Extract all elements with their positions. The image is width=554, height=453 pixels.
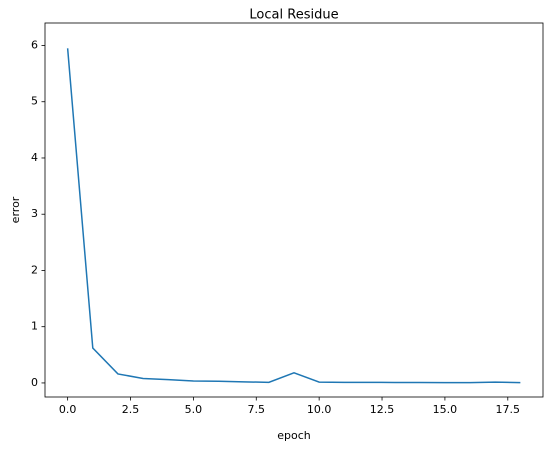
y-tick-label: 3: [31, 207, 38, 220]
x-tick-label: 7.5: [248, 403, 266, 416]
y-tick-label: 5: [31, 95, 38, 108]
x-tick-label: 2.5: [122, 403, 140, 416]
x-tick-label: 12.5: [370, 403, 395, 416]
x-tick-label: 15.0: [433, 403, 458, 416]
line-series: [66, 48, 521, 384]
x-tick-label: 5.0: [185, 403, 203, 416]
y-tick-label: 0: [31, 376, 38, 389]
plot-frame: [44, 22, 544, 398]
x-axis-label: epoch: [277, 429, 311, 442]
y-tick-label: 4: [31, 151, 38, 164]
x-tick-label: 17.5: [496, 403, 521, 416]
x-tick-label: 0.0: [59, 403, 77, 416]
y-tick-label: 2: [31, 263, 38, 276]
y-tick-label: 1: [31, 320, 38, 333]
chart-title: Local Residue: [249, 8, 338, 23]
y-axis-label: error: [9, 196, 22, 223]
x-tick-label: 10.0: [307, 403, 332, 416]
y-tick-label: 6: [31, 38, 38, 51]
